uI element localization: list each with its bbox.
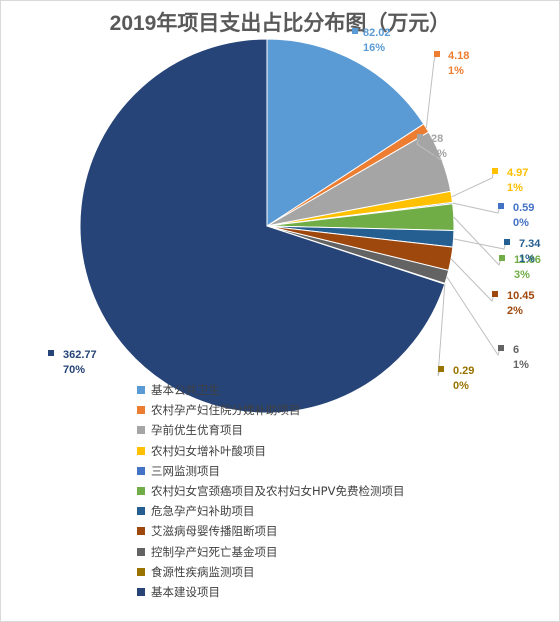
legend-swatch xyxy=(137,587,145,596)
legend-item: 食源性疾病监测项目 xyxy=(137,562,404,582)
label-marker xyxy=(48,350,54,356)
legend-label: 基本公共卫生 xyxy=(151,383,220,397)
label-marker xyxy=(492,168,498,174)
legend-item: 危急孕产妇补助项目 xyxy=(137,501,404,521)
legend-item: 孕前优生优育项目 xyxy=(137,420,404,440)
label-marker xyxy=(417,134,423,140)
label-marker xyxy=(492,291,498,297)
legend-swatch xyxy=(137,507,145,516)
pie-slice xyxy=(266,38,425,227)
label-marker xyxy=(498,345,504,351)
legend-label: 农村妇女宫颈癌项目及农村妇女HPV免费检测项目 xyxy=(151,483,405,498)
data-label-value: 82.02 xyxy=(363,27,391,39)
legend-swatch xyxy=(137,446,145,455)
legend-item: 农村妇女宫颈癌项目及农村妇女HPV免费检测项目 xyxy=(137,481,404,501)
legend-swatch xyxy=(137,386,145,394)
legend-item: 三网监测项目 xyxy=(137,461,404,481)
pie-slice xyxy=(79,38,446,414)
leader-line xyxy=(453,216,503,266)
data-label-value: 7.34 xyxy=(519,238,541,250)
data-label-percent: 1% xyxy=(513,359,529,371)
data-label-percent: 1% xyxy=(507,182,523,194)
label-marker xyxy=(438,366,444,372)
chart-legend: 基本公共卫生农村孕产妇住院分娩补助项目 孕前优生优育项目农村妇女增补叶酸项目 三网监… xyxy=(137,380,404,602)
legend-label: 艾滋病母婴传播阻断项目 xyxy=(151,524,278,539)
data-label-value: 11.86 xyxy=(514,254,541,266)
legend-label: 基本建设项目 xyxy=(151,584,220,599)
legend-swatch xyxy=(137,527,145,536)
data-label-value: 6 xyxy=(513,344,519,356)
data-label-percent: 16% xyxy=(363,42,385,54)
legend-item: 基本建设项目 xyxy=(137,582,404,602)
legend-swatch xyxy=(137,567,145,576)
data-label-value: 10.45 xyxy=(507,290,535,302)
legend-item: 基本公共卫生 xyxy=(137,380,404,400)
label-marker xyxy=(499,255,505,261)
data-label-percent: 5% xyxy=(431,148,447,160)
data-label-percent: 0% xyxy=(453,380,469,392)
chart-title: 2019年项目支出占比分布图（万元） xyxy=(109,12,451,35)
data-label-value: 0.59 xyxy=(513,202,534,214)
label-marker xyxy=(504,239,510,245)
label-marker xyxy=(498,203,504,209)
legend-swatch xyxy=(137,486,145,495)
legend-swatch xyxy=(137,406,145,415)
legend-label: 农村妇女增补叶酸项目 xyxy=(151,443,266,458)
data-label-percent: 0% xyxy=(513,217,529,229)
legend-item: 艾滋病母婴传播阻断项目 xyxy=(137,521,404,541)
label-marker xyxy=(352,28,358,34)
label-marker xyxy=(434,51,440,57)
data-label-value: 28 xyxy=(431,133,443,145)
data-label-percent: 2% xyxy=(507,305,523,317)
legend-item: 农村妇女增补叶酸项目 xyxy=(137,441,404,461)
leader-line xyxy=(451,167,496,198)
legend-item: 控制孕产妇死亡基金项目 xyxy=(137,542,404,562)
leader-line xyxy=(450,258,496,302)
data-label-value: 4.97 xyxy=(507,167,528,179)
legend-label: 食源性疾病监测项目 xyxy=(151,564,255,579)
data-label-percent: 1% xyxy=(448,65,464,77)
data-label-percent: 1% xyxy=(519,253,535,265)
legend-label: 农村孕产妇住院分娩补助项目 xyxy=(151,403,301,418)
data-label-percent: 3% xyxy=(514,269,530,281)
legend-swatch xyxy=(137,466,145,475)
leader-line xyxy=(425,50,438,129)
legend-label: 危急孕产妇补助项目 xyxy=(151,504,255,519)
data-label-value: 4.18 xyxy=(448,50,469,62)
data-label-percent: 70% xyxy=(63,364,85,376)
leader-line xyxy=(446,276,502,357)
legend-swatch xyxy=(137,426,145,435)
data-label-value: 362.77 xyxy=(63,349,97,361)
data-label-value: 0.29 xyxy=(453,365,474,377)
legend-label: 控制孕产妇死亡基金项目 xyxy=(151,544,278,559)
legend-swatch xyxy=(137,547,145,556)
leader-line xyxy=(452,202,502,214)
legend-item: 农村孕产妇住院分娩补助项目 xyxy=(137,400,404,420)
leader-line xyxy=(453,238,508,250)
legend-label: 三网监测项目 xyxy=(151,463,220,478)
legend-label: 孕前优生优育项目 xyxy=(151,423,243,438)
